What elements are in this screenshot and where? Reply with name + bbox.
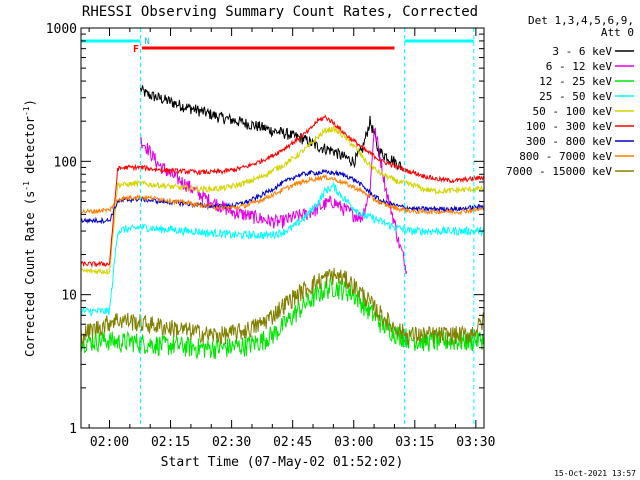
x-axis-label: Start Time (07-May-02 01:52:02) — [161, 455, 404, 470]
legend-label: 7000 - 15000 keV — [506, 165, 612, 178]
legend-label: 300 - 800 keV — [526, 135, 612, 148]
legend-label: 6 - 12 keV — [546, 60, 613, 73]
x-tick-label: 02:15 — [151, 435, 190, 450]
chart-title: RHESSI Observing Summary Count Rates, Co… — [82, 4, 478, 20]
y-axis-label-sup-2: -1 — [22, 106, 31, 116]
axis-layer: 02:00 02:15 02:30 02:45 03:00 03:15 03:30 1 10 10… — [46, 22, 496, 450]
legend-label: 12 - 25 keV — [539, 75, 612, 88]
series-line — [81, 168, 484, 225]
legend-label: 800 - 7000 keV — [519, 150, 612, 163]
y-axis-label-part-3: ) — [23, 99, 37, 106]
flare-flag-label: F — [133, 44, 139, 55]
series-line — [81, 173, 484, 216]
y-axis-label: Corrected Count Rate (s-1 detector-1) — [22, 99, 37, 357]
series-line — [81, 114, 484, 268]
y-tick-label: 10 — [61, 289, 77, 304]
legend-header: Det 1,3,4,5,6,9, — [528, 14, 634, 27]
legend-label: 25 - 50 keV — [539, 90, 612, 103]
series-layer — [81, 85, 484, 361]
x-tick-label: 02:00 — [90, 435, 129, 450]
y-tick-label: 1 — [69, 422, 77, 437]
series-line — [139, 127, 408, 275]
series-line — [81, 125, 484, 276]
night-flag-label: N — [144, 37, 149, 47]
x-tick-label: 03:15 — [395, 435, 434, 450]
x-tick-label: 02:30 — [212, 435, 251, 450]
legend: Det 1,3,4,5,6,9,Att 0 3 - 6 keV 6 - 12 keV… — [506, 14, 634, 178]
x-tick-label: 03:30 — [456, 435, 495, 450]
x-tick-label: 02:45 — [273, 435, 312, 450]
y-axis-label-sup-1: -1 — [22, 181, 31, 191]
legend-label: 50 - 100 keV — [533, 105, 613, 118]
series-line — [81, 182, 484, 317]
y-axis-label-part-2: detector — [23, 116, 37, 181]
flag-layer: FN — [81, 28, 475, 428]
y-tick-label: 100 — [54, 155, 77, 170]
series-line — [81, 267, 484, 346]
series-line — [81, 278, 484, 361]
legend-header: Att 0 — [601, 26, 634, 39]
legend-label: 100 - 300 keV — [526, 120, 612, 133]
y-axis-label-part-1: Corrected Count Rate (s — [23, 191, 37, 357]
generation-timestamp: 15-Oct-2021 13:57 — [554, 469, 636, 478]
legend-label: 3 - 6 keV — [552, 45, 612, 58]
y-tick-label: 1000 — [46, 22, 77, 37]
x-tick-label: 03:00 — [334, 435, 373, 450]
plot-frame — [80, 27, 485, 429]
